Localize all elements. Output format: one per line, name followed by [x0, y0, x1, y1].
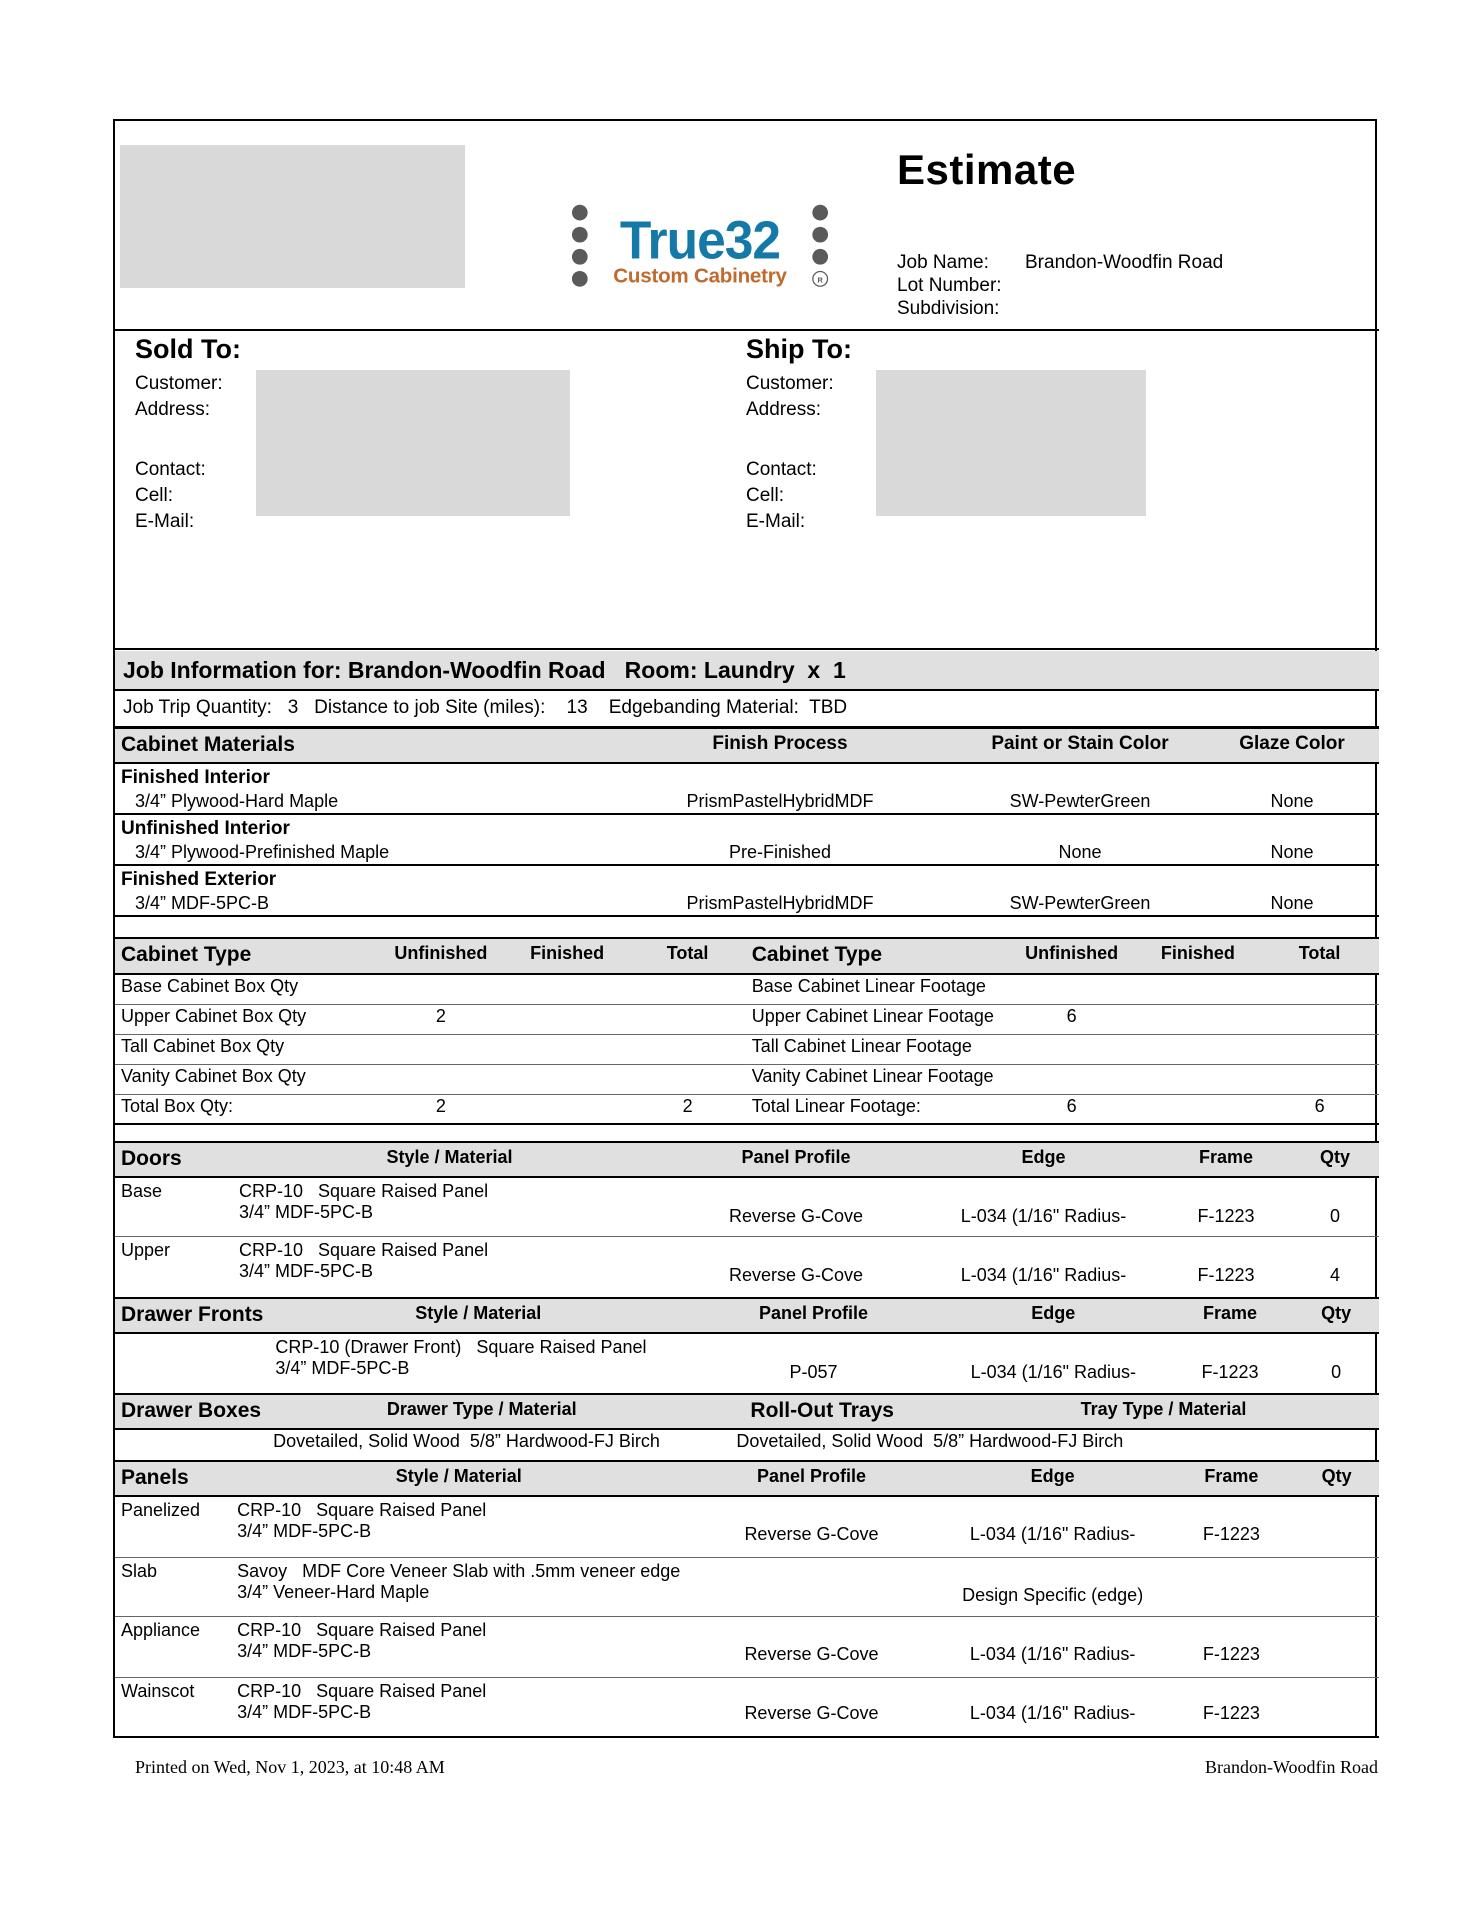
svg-text:R: R [818, 275, 824, 284]
svg-text:Custom Cabinetry: Custom Cabinetry [613, 264, 787, 287]
svg-text:True32: True32 [620, 211, 780, 271]
